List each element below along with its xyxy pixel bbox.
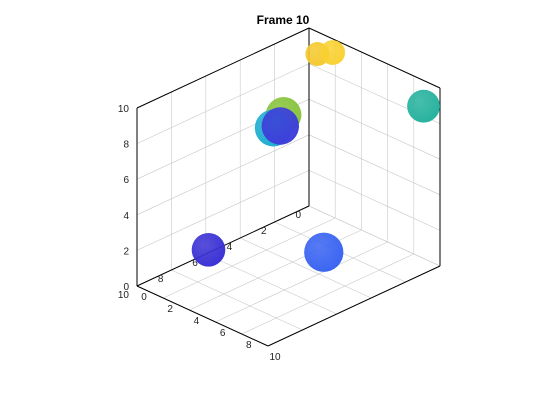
- z-tick-label: 10: [118, 104, 130, 115]
- x-tick-label: 10: [118, 290, 130, 301]
- y-tick-label: 0: [141, 292, 147, 303]
- floor-gridline-x: [205, 253, 337, 315]
- top-right-edge: [308, 27, 441, 89]
- grid-layer: [136, 27, 441, 347]
- z-tick-label: 8: [123, 140, 129, 151]
- x-tick-label: 6: [192, 258, 198, 269]
- y-tick-label: 10: [269, 352, 281, 363]
- x-tick-label: 0: [295, 210, 301, 221]
- floor-gridline-x: [171, 269, 303, 331]
- wall-gridline-z: [308, 205, 441, 267]
- y-axis-line: [136, 285, 269, 347]
- y-tick-label: 6: [220, 328, 226, 339]
- x-tick-label: 2: [261, 226, 267, 237]
- z-tick-label: 6: [123, 175, 129, 186]
- z-tick-label: 2: [123, 246, 129, 257]
- x-tick-label: 4: [227, 242, 233, 253]
- wall-gridline-z: [308, 98, 441, 160]
- chart-title: Frame 10: [257, 13, 310, 27]
- wall-gridline-z: [308, 134, 441, 196]
- data-point: [191, 233, 226, 267]
- top-left-edge: [136, 27, 310, 109]
- z-tick-label: 0: [123, 282, 129, 293]
- y-tick-label: 8: [246, 340, 252, 351]
- y-tick-label: 2: [167, 304, 173, 315]
- front-bottom-edge: [267, 265, 441, 347]
- floor-gridline-y: [241, 253, 414, 335]
- floor-gridline-y: [163, 217, 336, 299]
- floor-gridline-x: [240, 237, 372, 299]
- data-point: [320, 40, 346, 65]
- wall-gridline-z: [136, 170, 310, 251]
- z-tick-label: 4: [123, 211, 129, 222]
- data-points: [191, 40, 440, 272]
- data-point: [304, 232, 344, 272]
- wall-gridline-z: [136, 63, 310, 144]
- x-tick-label: 8: [158, 274, 164, 285]
- y-tick-label: 4: [194, 316, 200, 327]
- data-point: [261, 107, 299, 145]
- axis-layer: [136, 27, 441, 347]
- floor-gridline-y: [215, 241, 388, 323]
- data-point: [407, 89, 440, 123]
- wall-gridline-z: [136, 134, 310, 216]
- wall-gridline-z: [308, 170, 441, 231]
